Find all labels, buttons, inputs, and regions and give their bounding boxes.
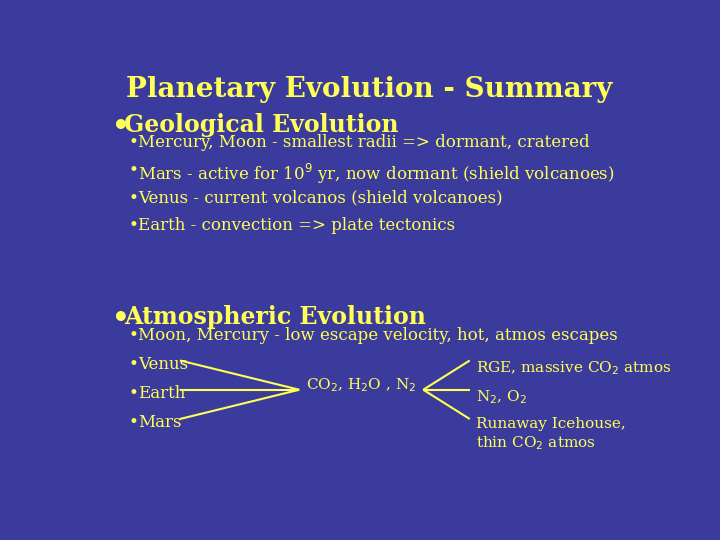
Text: Earth - convection => plate tectonics: Earth - convection => plate tectonics (138, 217, 455, 234)
Text: CO$_{2}$, H$_{2}$O , N$_{2}$: CO$_{2}$, H$_{2}$O , N$_{2}$ (306, 376, 416, 394)
Text: Moon, Mercury - low escape velocity, hot, atmos escapes: Moon, Mercury - low escape velocity, hot… (138, 327, 618, 343)
Text: RGE, massive CO$_{2}$ atmos: RGE, massive CO$_{2}$ atmos (476, 359, 671, 376)
Text: Mercury, Moon - smallest radii => dormant, cratered: Mercury, Moon - smallest radii => dorman… (138, 134, 590, 151)
Text: Runaway Icehouse,
thin CO$_{2}$ atmos: Runaway Icehouse, thin CO$_{2}$ atmos (476, 417, 626, 452)
Text: Mars: Mars (138, 414, 181, 431)
Text: •: • (129, 385, 139, 402)
Text: •: • (129, 190, 139, 206)
Text: Earth: Earth (138, 385, 186, 402)
Text: Venus - current volcanos (shield volcanoes): Venus - current volcanos (shield volcano… (138, 190, 503, 206)
Text: •: • (129, 356, 139, 373)
Text: Geological Evolution: Geological Evolution (124, 112, 399, 137)
Text: •: • (129, 327, 139, 343)
Text: Planetary Evolution - Summary: Planetary Evolution - Summary (126, 76, 612, 103)
Text: •: • (129, 414, 139, 431)
Text: •: • (129, 162, 139, 179)
Text: •: • (112, 112, 130, 139)
Text: Mars - active for 10$^{9}$ yr, now dormant (shield volcanoes): Mars - active for 10$^{9}$ yr, now dorma… (138, 162, 615, 186)
Text: •: • (112, 305, 130, 332)
Text: N$_{2}$, O$_{2}$: N$_{2}$, O$_{2}$ (476, 388, 527, 406)
Text: •: • (129, 134, 139, 151)
Text: Atmospheric Evolution: Atmospheric Evolution (124, 305, 426, 329)
Text: Venus: Venus (138, 356, 188, 373)
Text: •: • (129, 217, 139, 234)
